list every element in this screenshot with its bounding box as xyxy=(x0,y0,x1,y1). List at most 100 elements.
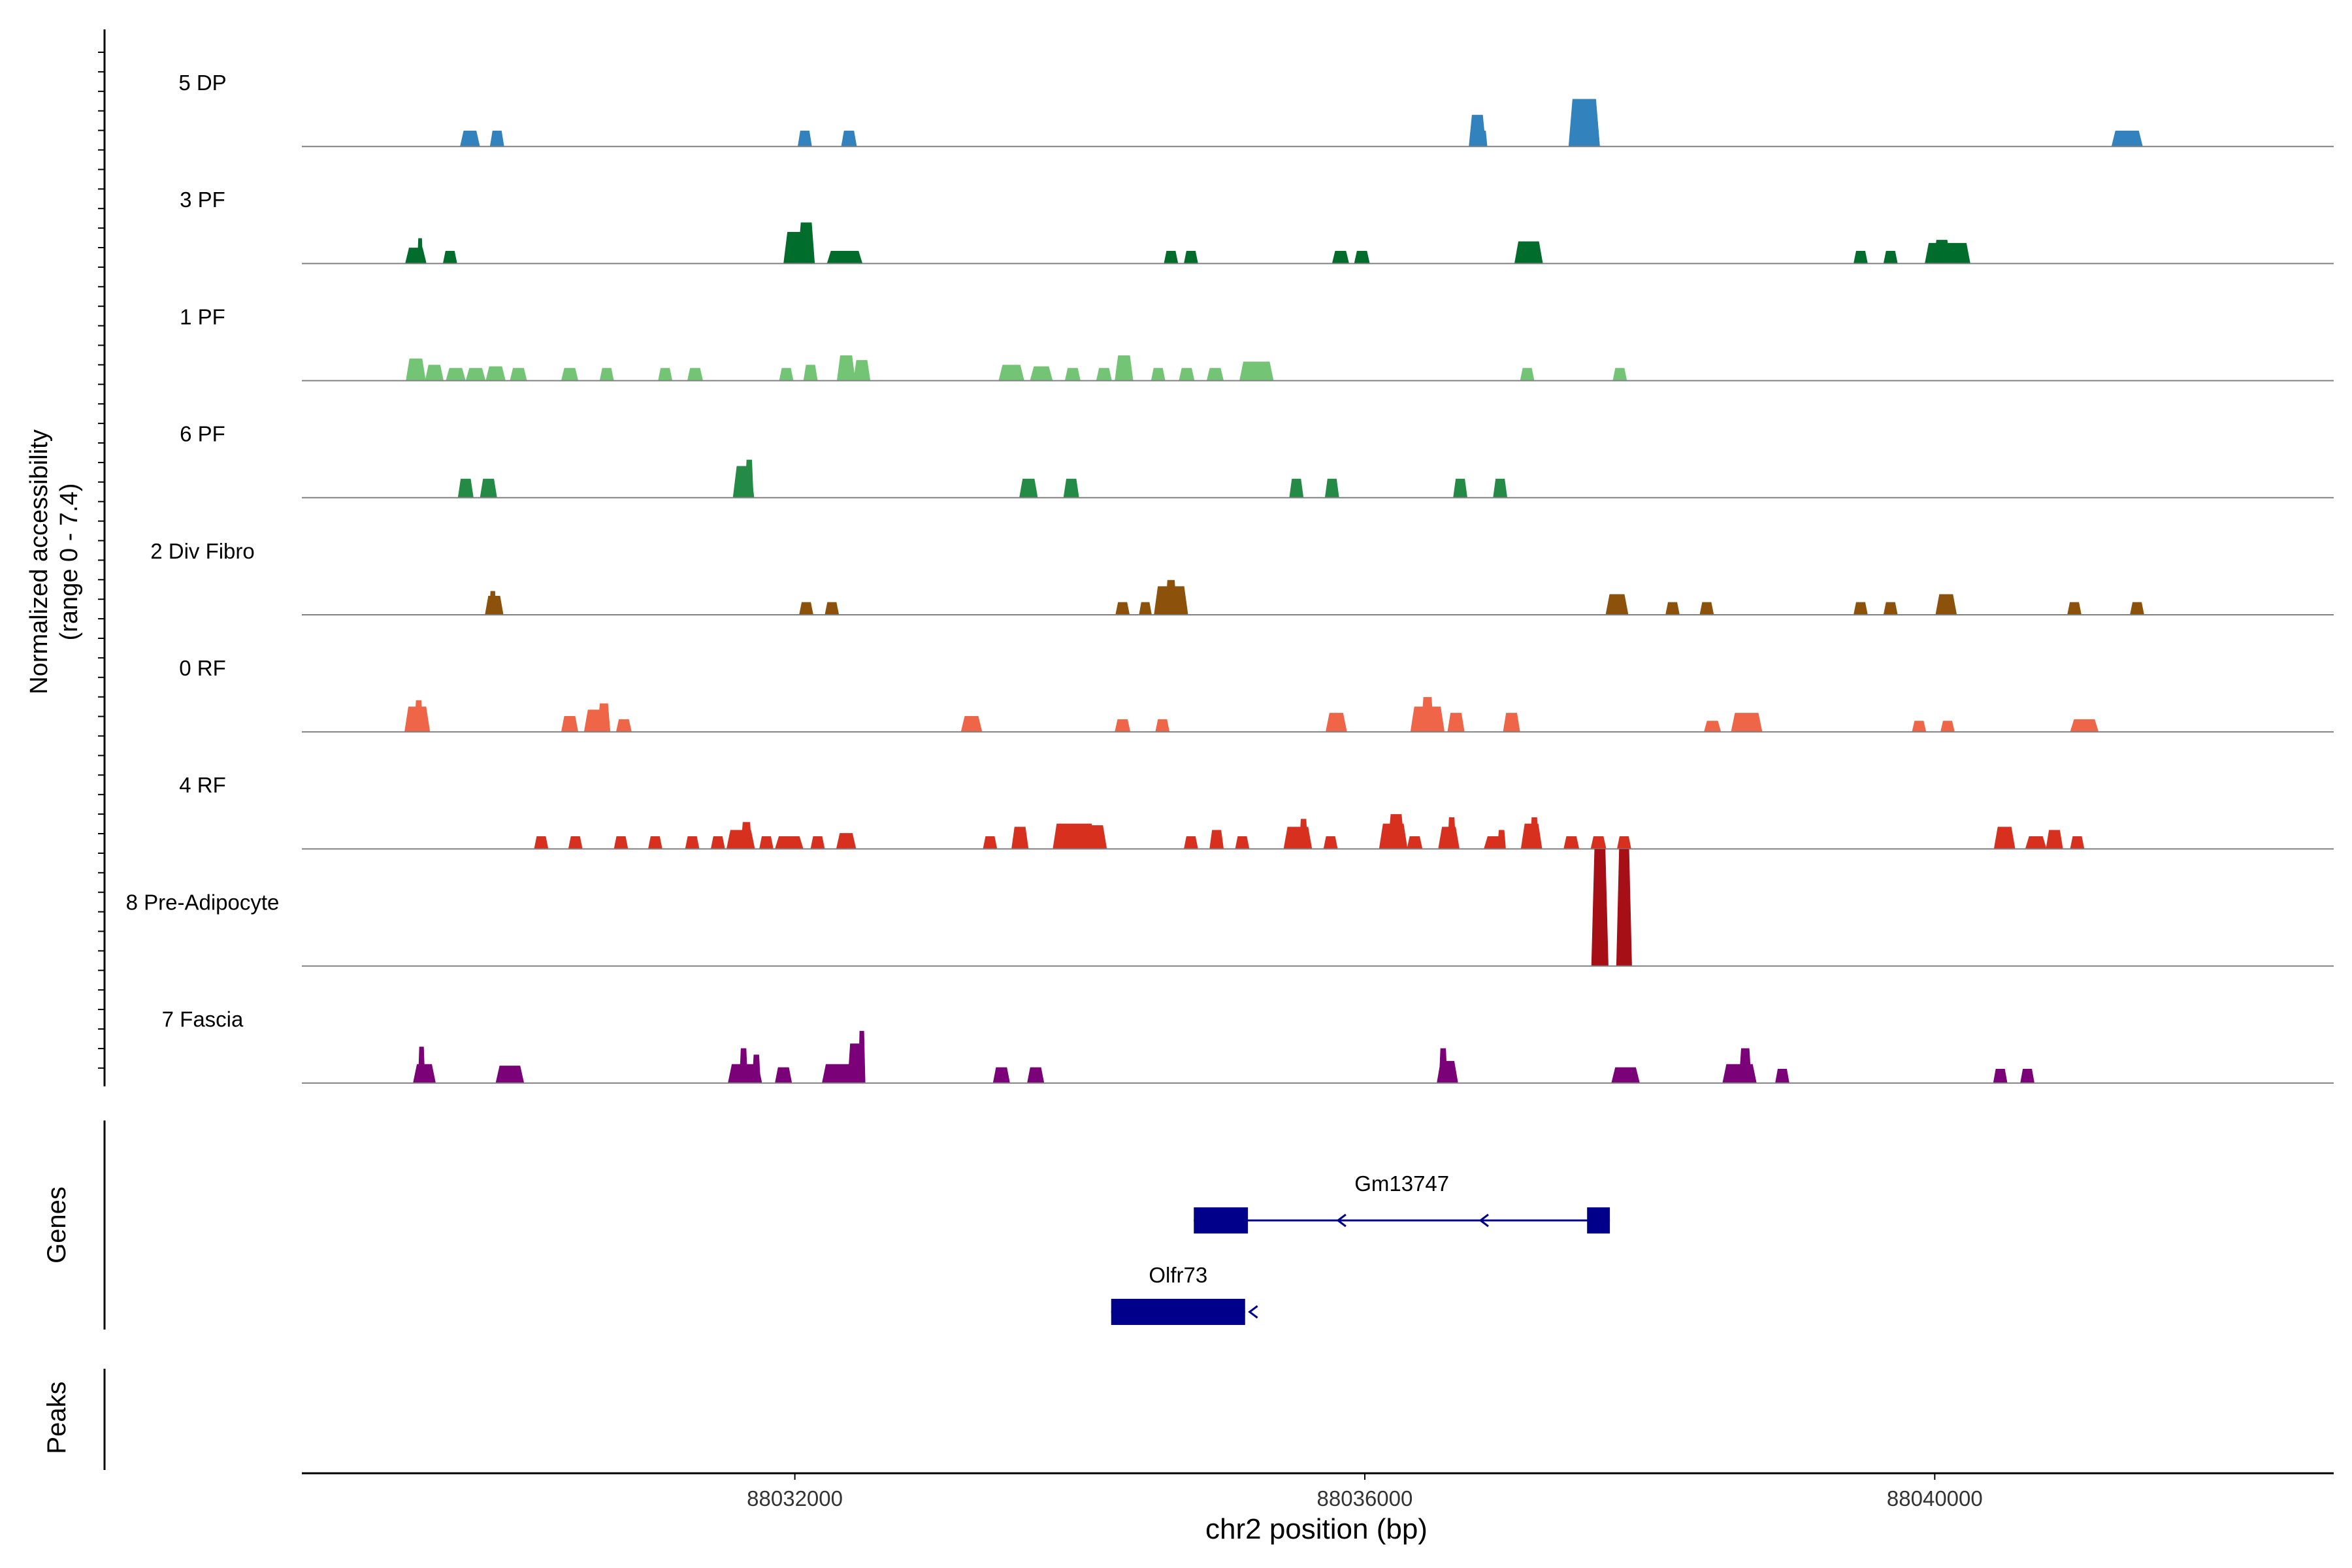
coverage-peak xyxy=(534,836,549,849)
coverage-peak xyxy=(1063,478,1079,498)
x-axis: 88032000 88036000 88040000 xyxy=(302,1472,2334,1511)
coverage-peak xyxy=(1407,836,1423,849)
coverage-peak xyxy=(759,836,774,849)
track-label: 8 Pre-Adipocyte xyxy=(126,890,280,914)
coverage-peak xyxy=(710,836,725,849)
track-4-rf xyxy=(302,814,2334,850)
coverage-peak xyxy=(1139,602,1152,615)
strand-arrow-icon xyxy=(1248,1305,1258,1319)
coverage-peak xyxy=(1331,251,1349,264)
gene-exon xyxy=(1194,1207,1249,1233)
coverage-peak xyxy=(1387,814,1405,849)
coverage-peak xyxy=(1209,830,1224,849)
coverage-peak xyxy=(1299,819,1308,849)
coverage-peak xyxy=(1478,130,1488,147)
strand-arrow-icon xyxy=(1336,1213,1347,1228)
coverage-peak xyxy=(1115,719,1131,732)
coverage-peak xyxy=(797,130,812,147)
track-7-fascia xyxy=(302,1030,2334,1084)
coverage-peak xyxy=(2070,836,2085,849)
coverage-peak xyxy=(457,478,474,498)
coverage-peak xyxy=(1447,713,1465,732)
coverage-peak xyxy=(1854,602,1868,615)
coverage-peak xyxy=(1854,251,1868,264)
coverage-peak xyxy=(1993,1069,2008,1083)
coverage-peak xyxy=(489,591,497,615)
genes-panel: Gm13747 Olfr73 xyxy=(1111,1171,1610,1325)
gene-gm13747: Gm13747 xyxy=(1194,1171,1610,1233)
coverage-peak xyxy=(858,1030,866,1083)
coverage-peak xyxy=(1439,1048,1448,1083)
coverage-peak xyxy=(599,368,614,381)
x-tick-label: 88040000 xyxy=(1887,1486,1983,1511)
y-axis-label: Normalized accessibility xyxy=(25,429,53,694)
coverage-peak xyxy=(1019,478,1038,498)
coverage-peak xyxy=(1447,817,1456,849)
track-3-pf xyxy=(302,222,2334,265)
coverage-peak xyxy=(797,222,815,264)
genes-panel-label: Genes xyxy=(42,1186,71,1264)
coverage-peak xyxy=(597,703,611,732)
coverage-peak xyxy=(687,368,703,381)
coverage-peak xyxy=(822,1064,857,1083)
coverage-peak xyxy=(1081,825,1107,849)
coverage-peak xyxy=(425,365,444,381)
coverage-peak xyxy=(2020,1069,2035,1083)
coverage-peak xyxy=(561,715,579,732)
coverage-peak xyxy=(836,355,856,381)
coverage-peak xyxy=(841,130,857,147)
coverage-peak xyxy=(510,368,527,381)
track-label: 3 PF xyxy=(180,188,225,212)
coverage-peak xyxy=(1605,594,1629,615)
coverage-peak xyxy=(1775,1069,1789,1083)
coverage-peak xyxy=(752,1054,761,1083)
peaks-panel-label: Peaks xyxy=(42,1381,71,1454)
gene-olfr73: Olfr73 xyxy=(1111,1263,1258,1325)
coverage-peak xyxy=(417,238,423,264)
track-label: 4 RF xyxy=(179,773,226,797)
coverage-peak xyxy=(1611,1067,1640,1083)
coverage-tracks xyxy=(302,99,2334,1084)
coverage-peak xyxy=(799,602,813,615)
coverage-peak xyxy=(992,1067,1010,1083)
coverage-peak xyxy=(613,836,629,849)
coverage-peak xyxy=(647,836,662,849)
coverage-peak xyxy=(1503,713,1520,732)
coverage-peak xyxy=(1520,368,1535,381)
coverage-peak xyxy=(1235,836,1250,849)
coverage-peak xyxy=(2046,830,2063,849)
coverage-peak xyxy=(1739,1048,1752,1083)
coverage-peak xyxy=(1993,826,2016,849)
coverage-peak xyxy=(1096,368,1112,381)
coverage-peak xyxy=(414,700,423,732)
gene-label: Olfr73 xyxy=(1149,1263,1207,1287)
track-6-pf xyxy=(302,459,2334,498)
coverage-peak xyxy=(1699,602,1714,615)
coverage-peak xyxy=(658,368,673,381)
coverage-peak xyxy=(745,459,754,498)
coverage-peak xyxy=(485,366,506,381)
coverage-peak xyxy=(406,358,426,381)
coverage-peak xyxy=(685,836,700,849)
coverage-peak xyxy=(1183,836,1198,849)
coverage-peak xyxy=(615,719,632,732)
coverage-peak xyxy=(847,1043,862,1083)
x-axis-label: chr2 position (bp) xyxy=(1205,1513,1428,1545)
coverage-peak xyxy=(2070,719,2099,732)
coverage-peak xyxy=(775,836,804,849)
track-labels: 5 DP 3 PF 1 PF 6 PF 2 Div Fibro 0 RF 4 RF 8 Pre… xyxy=(126,71,280,1032)
track-label: 0 RF xyxy=(179,656,226,680)
coverage-peak xyxy=(810,836,825,849)
coverage-peak xyxy=(1497,830,1506,849)
coverage-peak xyxy=(1731,713,1763,732)
coverage-peak xyxy=(1580,105,1600,147)
gene-exon xyxy=(1587,1207,1610,1233)
coverage-peak xyxy=(1883,251,1898,264)
coverage-peak xyxy=(1883,602,1898,615)
coverage-peak xyxy=(983,836,998,849)
coverage-peak xyxy=(1933,240,1951,264)
coverage-peak xyxy=(405,248,427,264)
coverage-peak xyxy=(561,368,579,381)
coverage-peak xyxy=(803,365,818,381)
